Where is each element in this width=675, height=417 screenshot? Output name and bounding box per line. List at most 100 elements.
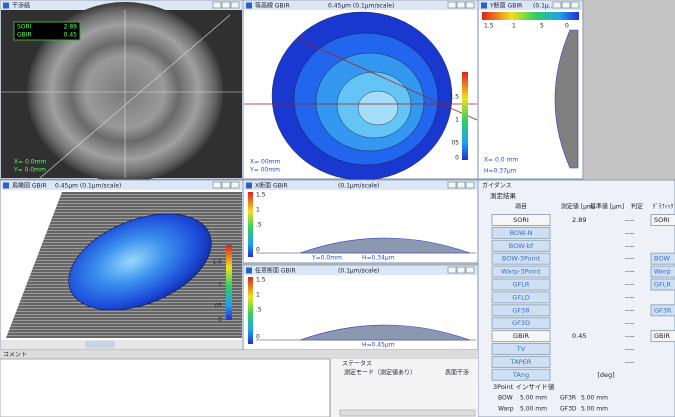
window-control[interactable]	[212, 1, 222, 9]
item-button[interactable]	[491, 317, 551, 330]
graphic-button[interactable]	[650, 278, 675, 291]
inside-value: BOW	[498, 395, 513, 402]
window-subtitle: 0.45μm (0.1μm/scale)	[55, 183, 121, 190]
judge: ----	[625, 319, 635, 327]
scale-label: 1.5	[449, 94, 459, 101]
item-label: TAng	[512, 371, 529, 379]
judge: ----	[625, 281, 635, 289]
overlay-label: GBIR	[17, 32, 32, 39]
item-button[interactable]	[491, 368, 551, 381]
window-control[interactable]	[561, 1, 571, 9]
graphic-button[interactable]	[650, 214, 675, 226]
window-control[interactable]	[230, 181, 240, 189]
item-label: SORI	[513, 216, 529, 224]
item-button[interactable]	[491, 304, 551, 317]
item-label: GFLR	[513, 281, 530, 289]
window-control[interactable]	[456, 266, 466, 274]
overlay-label: SORI	[17, 24, 32, 31]
window-title: 鳥瞰図 GBIR	[12, 182, 47, 190]
inside-value: GF3D	[560, 406, 577, 413]
window-control[interactable]	[465, 181, 475, 189]
judge: ----	[625, 345, 635, 353]
comment-box[interactable]	[0, 358, 331, 417]
color-bar	[248, 277, 253, 344]
window-title: 任意断面 GBIR	[255, 267, 296, 275]
inside-value: 5.00 mm	[520, 395, 547, 402]
section-pos: Y=0.0mm	[311, 255, 342, 262]
status-scroll	[339, 409, 476, 417]
panel-title: ガイダンス	[482, 182, 512, 190]
title-bar	[244, 266, 477, 275]
section-height: H=0.34μm	[362, 255, 395, 262]
measured-value: 0.45	[572, 332, 586, 340]
item-button[interactable]	[491, 278, 551, 291]
window-control[interactable]	[221, 1, 231, 9]
item-label: GBIR	[513, 332, 529, 340]
window-title: Y断面 GBIR	[489, 2, 522, 10]
inside-value: GF3R	[560, 395, 576, 402]
coord: Y= 00mm	[249, 167, 280, 174]
scrollbar	[1, 340, 242, 349]
window-control[interactable]	[221, 181, 231, 189]
graphic-label: GF3R	[654, 306, 672, 314]
window-subtitle: (0.1μm/scale)	[338, 183, 379, 190]
comment-title: コメント	[3, 352, 27, 359]
item-button[interactable]	[491, 330, 551, 343]
title-bar	[1, 181, 242, 190]
scroll-thumb[interactable]	[85, 341, 115, 348]
window-control[interactable]	[456, 181, 466, 189]
item-button[interactable]	[491, 291, 551, 304]
window-control[interactable]	[230, 1, 240, 9]
scale-label: 1	[455, 117, 459, 124]
judge: ----	[625, 358, 635, 366]
scale-label: 1	[256, 207, 260, 214]
window-title: 等高線 GBIR	[255, 2, 290, 10]
comment-bar	[0, 350, 478, 359]
window-control[interactable]	[465, 1, 475, 9]
window-icon	[3, 182, 9, 189]
judge: ----	[625, 268, 635, 276]
table-header: ｸﾞﾗﾌｨｯｸ	[652, 204, 673, 211]
item-button[interactable]	[491, 343, 551, 355]
item-button[interactable]	[491, 226, 551, 239]
graphic-label: GBIR	[654, 332, 670, 340]
status-mode: 測定モード（測定値あり）	[344, 369, 416, 377]
window-icon	[246, 182, 252, 189]
item-label: GF3R	[512, 306, 530, 314]
scale-label: 1.5	[484, 23, 494, 30]
graphic-button[interactable]	[650, 304, 675, 317]
graphic-button[interactable]	[650, 265, 675, 278]
section-height: H=0.45μm	[362, 342, 395, 349]
window-control[interactable]	[447, 266, 457, 274]
item-button[interactable]	[491, 239, 551, 252]
section-profile	[554, 29, 579, 169]
item-label: TV	[516, 345, 526, 353]
window-control[interactable]	[570, 1, 580, 9]
table-header: 基準値 [μm]	[590, 203, 624, 211]
item-button[interactable]	[491, 265, 551, 278]
item-button[interactable]	[491, 214, 551, 226]
judge: ----	[625, 216, 635, 224]
window-control[interactable]	[456, 1, 466, 9]
table-header: 項目	[515, 204, 527, 211]
graphic-button[interactable]	[650, 330, 675, 343]
window-subtitle: 0.45μm (0.1μm/scale)	[328, 3, 394, 10]
item-label: GFLD	[512, 293, 529, 301]
graphic-button[interactable]	[650, 252, 675, 265]
scale-label: 0	[455, 155, 459, 162]
item-label: Warp-3Point	[501, 268, 541, 276]
item-button[interactable]	[491, 252, 551, 265]
crosshair	[39, 14, 231, 179]
window-control[interactable]	[465, 266, 475, 274]
judge: ----	[625, 306, 635, 314]
unit: [deg]	[597, 371, 614, 379]
item-button[interactable]	[491, 355, 551, 368]
title-bar	[244, 181, 477, 190]
table-header: 測定値 [μm]	[561, 203, 595, 211]
judge: ----	[625, 242, 635, 250]
window-control[interactable]	[447, 181, 457, 189]
window-control[interactable]	[552, 1, 562, 9]
window-control[interactable]	[212, 181, 222, 189]
window-control[interactable]	[447, 1, 457, 9]
overlay-value: 0.45	[64, 32, 78, 39]
